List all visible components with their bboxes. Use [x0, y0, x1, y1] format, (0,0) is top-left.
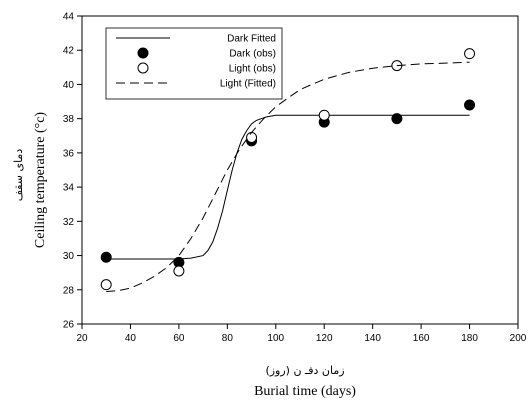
legend-label: Dark Fitted	[227, 34, 276, 45]
light-obs-point	[318, 109, 330, 121]
legend-items: Dark Fitted Dark (obs) Light (obs) Light (F…	[116, 34, 276, 90]
x-tick-label: 200	[510, 333, 527, 344]
y-tick-label: 26	[63, 320, 75, 331]
series-light-obs	[100, 48, 476, 291]
legend-item-light-obs: Light (obs)	[137, 62, 276, 75]
x-axis-title: Burial time (days)	[254, 384, 356, 399]
y-axis-title-fa: دمای سقف	[12, 149, 25, 202]
legend-item-dark-fitted: Dark Fitted	[116, 34, 276, 45]
light-obs-point	[173, 265, 185, 277]
legend-item-light-fitted: Light (Fitted)	[116, 79, 276, 90]
x-tick-label: 80	[222, 333, 234, 344]
legend-label: Light (obs)	[229, 64, 276, 75]
y-tick-label: 28	[63, 285, 75, 296]
x-tick-label: 160	[413, 333, 430, 344]
x-tick-label: 120	[316, 333, 333, 344]
x-tick-label: 100	[267, 333, 284, 344]
series-layer	[100, 48, 476, 292]
x-tick-label: 40	[125, 333, 137, 344]
x-tick-label: 20	[76, 333, 88, 344]
y-axis-title: Ceiling temperature (°c)	[33, 112, 48, 249]
y-tick-label: 32	[63, 217, 75, 228]
legend-box	[105, 27, 283, 100]
light-obs-point	[464, 48, 476, 60]
y-tick-label: 44	[63, 12, 75, 23]
dark-obs-point	[100, 251, 112, 263]
y-tick-label: 42	[63, 46, 75, 57]
legend-item-dark-obs: Dark (obs)	[137, 47, 276, 60]
y-tick-label: 34	[63, 183, 75, 194]
legend-swatch-marker	[137, 62, 149, 74]
axis-ticks: 20 40 60 80 100 120 140 160 180 200 26 28 30 32 34 36 38…	[63, 12, 527, 345]
plot-frame	[81, 15, 519, 325]
dark-obs-point	[464, 99, 476, 111]
legend: Dark Fitted Dark (obs) Light (obs) Light (F…	[105, 27, 283, 100]
legend-swatch-marker	[137, 47, 149, 59]
y-tick-label: 38	[63, 114, 75, 125]
y-tick-label: 30	[63, 251, 75, 262]
series-dark-fitted	[106, 114, 470, 260]
legend-label: Dark (obs)	[229, 49, 276, 60]
series-dark-obs	[100, 99, 476, 268]
light-obs-point	[100, 279, 112, 291]
light-obs-point	[246, 131, 258, 143]
plot-area-border	[81, 15, 519, 325]
y-tick-label: 40	[63, 80, 75, 91]
x-tick-label: 140	[364, 333, 381, 344]
dark-fitted-line	[106, 114, 470, 260]
x-tick-label: 60	[173, 333, 185, 344]
x-tick-label: 180	[461, 333, 478, 344]
x-axis-title-fa: زمان دفـ ن (روز)	[265, 364, 344, 377]
dark-obs-point	[391, 113, 403, 125]
y-tick-label: 36	[63, 148, 75, 159]
legend-label: Light (Fitted)	[220, 79, 276, 90]
